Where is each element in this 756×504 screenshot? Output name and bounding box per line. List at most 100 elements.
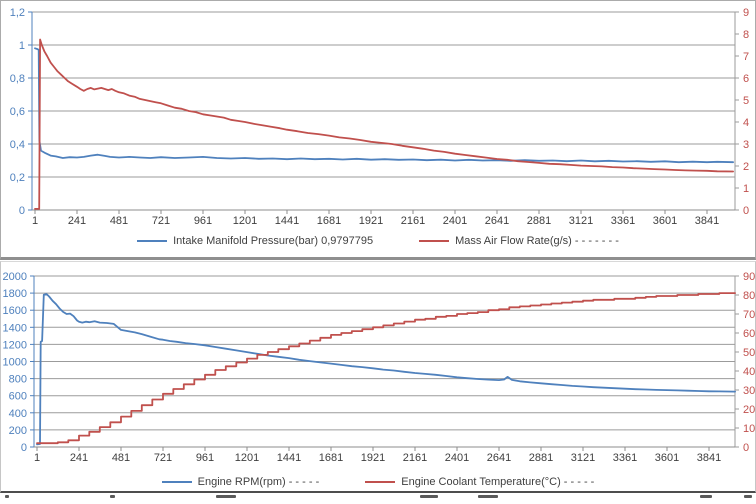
- x-axis-tick-label: 3601: [655, 452, 679, 464]
- left-axis-tick-label: 1600: [3, 305, 27, 317]
- left-axis-tick-label: 0,8: [10, 73, 25, 85]
- x-axis-tick-label: 3841: [695, 215, 719, 227]
- right-axis-tick-label: 1: [743, 183, 749, 195]
- clipped-cell-text: [478, 495, 498, 498]
- left-axis-tick-label: 200: [9, 425, 27, 437]
- left-axis-tick-label: 1800: [3, 288, 27, 300]
- x-axis-tick-label: 3841: [697, 452, 721, 464]
- left-axis-tick-label: 1200: [3, 339, 27, 351]
- left-axis-tick-label: 1,2: [10, 7, 25, 19]
- rpm-coolant-chart[interactable]: 0 200 400 600 800 1000 1200 1400 1600 1800 2000 0 10…: [0, 261, 756, 493]
- series-line-0[interactable]: [36, 293, 736, 446]
- right-axis-tick-label: 7: [743, 51, 749, 63]
- chart-legend: Intake Manifold Pressure(bar) 0,9797795 M…: [1, 234, 755, 248]
- x-axis-tick-label: 721: [152, 215, 170, 227]
- x-axis-tick-label: 1681: [319, 452, 343, 464]
- x-axis-tick-label: 1681: [317, 215, 341, 227]
- intake-pressure-maf-chart[interactable]: 0 0,2 0,4 0,6 0,8 1 1,2 0 1 2 3 4 5 6 7 8 9 1 241 481 721 961…: [0, 0, 756, 260]
- x-axis-tick-label: 3601: [653, 215, 677, 227]
- right-axis-tick-label: 3: [743, 139, 749, 151]
- chart-legend: Engine RPM(rpm) - - - - - Engine Coolant …: [1, 475, 755, 489]
- series-line-0[interactable]: [34, 47, 734, 164]
- right-axis-tick-label: 5: [743, 95, 749, 107]
- legend-line-marker: [365, 481, 396, 483]
- right-axis-tick-label: 90: [743, 271, 755, 283]
- x-axis-tick-label: 1921: [359, 215, 383, 227]
- x-axis-tick-label: 3361: [611, 215, 635, 227]
- x-axis-tick-label: 2641: [487, 452, 511, 464]
- right-axis-tick-label: 0: [743, 205, 749, 217]
- legend-item[interactable]: Intake Manifold Pressure(bar) 0,9797795: [137, 234, 373, 248]
- right-axis-tick-label: 60: [743, 328, 755, 340]
- legend-line-marker: [161, 481, 192, 483]
- x-axis-tick-label: 1201: [233, 215, 257, 227]
- clipped-cell-text: [420, 495, 438, 498]
- right-axis-tick-label: 9: [743, 7, 749, 19]
- right-axis-tick-label: 6: [743, 73, 749, 85]
- x-axis-tick-label: 2881: [527, 215, 551, 227]
- x-axis-tick-label: 1201: [235, 452, 259, 464]
- left-axis-tick-label: 0: [21, 442, 27, 454]
- x-axis-tick-label: 2401: [443, 215, 467, 227]
- left-axis-tick-label: 400: [9, 408, 27, 420]
- x-axis-tick-label: 481: [110, 215, 128, 227]
- left-axis-tick-label: 800: [9, 374, 27, 386]
- right-axis-tick-label: 2: [743, 161, 749, 173]
- x-axis-tick-label: 241: [70, 452, 88, 464]
- x-axis-tick-label: 961: [194, 215, 212, 227]
- x-axis-tick-label: 481: [112, 452, 130, 464]
- left-axis-tick-label: 0,2: [10, 172, 25, 184]
- rpm-coolant-plot: 0 200 400 600 800 1000 1200 1400 1600 1800 2000 0 10…: [3, 271, 755, 464]
- x-axis-tick-label: 2401: [445, 452, 469, 464]
- x-axis-tick-label: 3121: [569, 215, 593, 227]
- legend-label: Intake Manifold Pressure(bar) 0,9797795: [173, 235, 374, 247]
- right-axis-tick-label: 50: [743, 347, 755, 359]
- x-axis-tick-label: 721: [154, 452, 172, 464]
- right-axis-tick-label: 8: [743, 29, 749, 41]
- x-axis-tick-label: 1441: [275, 215, 299, 227]
- x-axis-tick-label: 961: [196, 452, 214, 464]
- clipped-cell-text: [744, 495, 752, 498]
- left-axis-tick-label: 600: [9, 391, 27, 403]
- legend-line-marker: [419, 240, 450, 242]
- left-axis-tick-label: 2000: [3, 271, 27, 283]
- right-axis-tick-label: 30: [743, 385, 755, 397]
- legend-item[interactable]: Engine RPM(rpm) - - - - -: [161, 475, 320, 489]
- left-axis-tick-label: 1400: [3, 322, 27, 334]
- x-axis-tick-label: 3121: [571, 452, 595, 464]
- x-axis-tick-label: 2161: [401, 215, 425, 227]
- right-axis-tick-label: 10: [743, 423, 755, 435]
- clipped-spreadsheet-row: [0, 494, 756, 504]
- left-axis-tick-label: 0: [19, 205, 25, 217]
- x-axis-tick-label: 241: [68, 215, 86, 227]
- series-line-1[interactable]: [34, 38, 734, 210]
- left-axis-tick-label: 0,6: [10, 106, 25, 118]
- right-axis-tick-label: 0: [743, 442, 749, 454]
- left-axis-tick-label: 1: [19, 40, 25, 52]
- legend-label: Engine RPM(rpm) - - - - -: [197, 476, 320, 488]
- x-axis-tick-label: 1441: [277, 452, 301, 464]
- series-line-1[interactable]: [36, 292, 736, 445]
- right-axis-tick-label: 40: [743, 366, 755, 378]
- x-axis-tick-label: 2161: [403, 452, 427, 464]
- clipped-cell-text: [216, 495, 236, 498]
- legend-line-marker: [137, 240, 168, 242]
- right-axis-tick-label: 20: [743, 404, 755, 416]
- x-axis-tick-label: 1: [32, 215, 38, 227]
- right-axis-tick-label: 4: [743, 117, 749, 129]
- x-axis-tick-label: 2881: [529, 452, 553, 464]
- clipped-cell-text: [110, 495, 115, 498]
- right-axis-tick-label: 70: [743, 309, 755, 321]
- x-axis-tick-label: 3361: [613, 452, 637, 464]
- clipped-cell-text: [5, 495, 9, 498]
- legend-item[interactable]: Engine Coolant Temperature(°C) - - - - -: [365, 475, 594, 489]
- x-axis-tick-label: 1921: [361, 452, 385, 464]
- legend-label: Mass Air Flow Rate(g/s) - - - - - - -: [455, 235, 619, 247]
- left-axis-tick-label: 1000: [3, 357, 27, 369]
- x-axis-tick-label: 1: [34, 452, 40, 464]
- clipped-cell-text: [700, 495, 712, 498]
- right-axis-tick-label: 80: [743, 290, 755, 302]
- legend-item[interactable]: Mass Air Flow Rate(g/s) - - - - - - -: [419, 234, 619, 248]
